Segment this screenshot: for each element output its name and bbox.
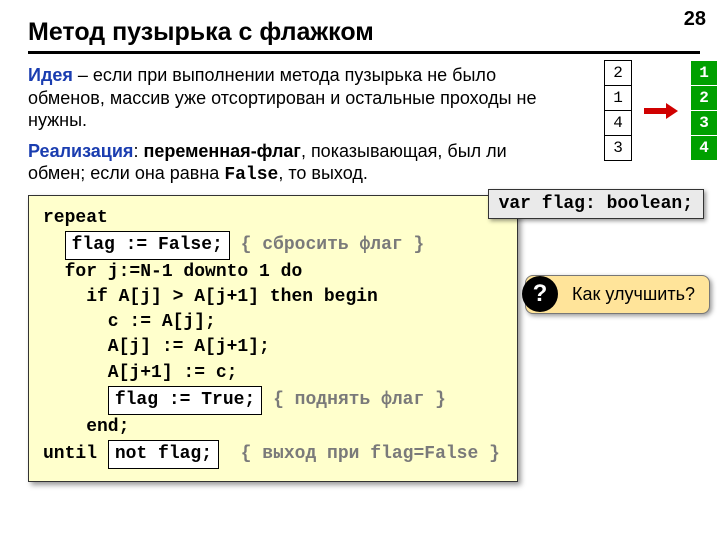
code-line: for j:=N-1 downto 1 do: [43, 262, 302, 282]
var-declaration-box: var flag: boolean;: [488, 189, 704, 219]
impl-rest2: , то выход.: [278, 163, 367, 183]
cell: 4: [690, 135, 718, 161]
cell: 4: [604, 110, 632, 136]
code-line: A[j+1] := c;: [43, 363, 237, 383]
flag-true-box: flag := True;: [108, 386, 262, 415]
code-line: A[j] := A[j+1];: [43, 337, 270, 357]
page-number: 28: [684, 8, 706, 31]
impl-paragraph: Реализация: переменная-флаг, показывающа…: [28, 140, 548, 187]
cell: 2: [690, 85, 718, 111]
array-illustration: 2 1 4 3 1 2 3 4: [604, 60, 718, 161]
cell: 2: [604, 60, 632, 86]
not-flag-box: not flag;: [108, 440, 219, 469]
code-box: repeat flag := False; { сбросить флаг } …: [28, 195, 518, 483]
idea-text: – если при выполнении метода пузырька не…: [28, 65, 536, 130]
cell: 3: [604, 135, 632, 161]
array-after: 1 2 3 4: [690, 60, 718, 161]
content-area: 2 1 4 3 1 2 3 4 Идея – если при выполнен…: [0, 54, 720, 482]
code-comment: { выход при flag=False }: [241, 444, 500, 464]
code-comment: { сбросить флаг }: [241, 235, 425, 255]
arrow-right-icon: [644, 103, 678, 119]
slide-title: Метод пузырька с флажком: [0, 0, 720, 51]
impl-label: Реализация: [28, 141, 133, 161]
cell: 3: [690, 110, 718, 136]
idea-label: Идея: [28, 65, 73, 85]
impl-bold: переменная-флаг: [143, 141, 300, 161]
code-line: c := A[j];: [43, 312, 216, 332]
code-line: repeat: [43, 208, 108, 228]
code-line: end;: [43, 417, 129, 437]
idea-paragraph: Идея – если при выполнении метода пузырь…: [28, 64, 548, 132]
flag-false-box: flag := False;: [65, 231, 230, 260]
code-line: until: [43, 444, 108, 464]
impl-false: False: [224, 165, 278, 185]
impl-sep: :: [133, 141, 143, 161]
question-callout: ? Как улучшить?: [525, 275, 710, 314]
code-area: var flag: boolean; ? Как улучшить? repea…: [28, 195, 518, 483]
array-before: 2 1 4 3: [604, 60, 632, 161]
cell: 1: [604, 85, 632, 111]
question-mark-icon: ?: [522, 276, 558, 312]
question-text: Как улучшить?: [572, 284, 695, 304]
code-comment: { поднять флаг }: [273, 390, 446, 410]
cell: 1: [690, 60, 718, 86]
code-line: if A[j] > A[j+1] then begin: [43, 287, 378, 307]
